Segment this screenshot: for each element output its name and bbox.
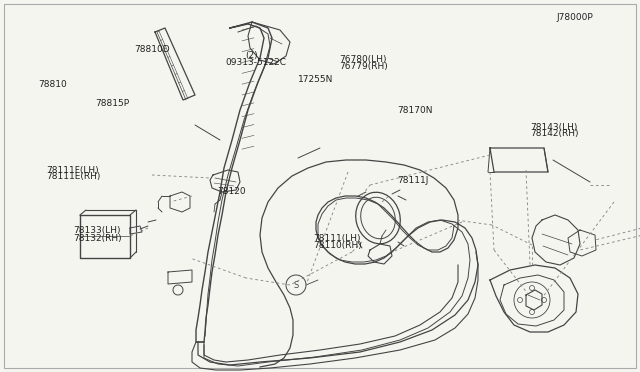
Text: 78170N: 78170N xyxy=(397,106,432,115)
Text: S: S xyxy=(293,280,299,289)
Text: 78120: 78120 xyxy=(218,187,246,196)
Text: 78810D: 78810D xyxy=(134,45,170,54)
Text: 78110(RH): 78110(RH) xyxy=(314,241,362,250)
Text: 78133(LH): 78133(LH) xyxy=(74,226,121,235)
Text: 17255N: 17255N xyxy=(298,76,333,84)
Text: 78815P: 78815P xyxy=(95,99,129,108)
Text: J78000P: J78000P xyxy=(557,13,593,22)
Text: 78111J: 78111J xyxy=(397,176,428,185)
Text: (2): (2) xyxy=(245,51,258,60)
Text: 78111E(RH): 78111E(RH) xyxy=(46,172,100,181)
Text: 09313-5122C: 09313-5122C xyxy=(225,58,286,67)
Text: 78111(LH): 78111(LH) xyxy=(314,234,361,243)
Text: 76779(RH): 76779(RH) xyxy=(339,62,388,71)
Text: 78111F(LH): 78111F(LH) xyxy=(46,166,99,174)
Text: 78142(RH): 78142(RH) xyxy=(530,129,579,138)
Text: 76780(LH): 76780(LH) xyxy=(339,55,387,64)
Text: 78143(LH): 78143(LH) xyxy=(530,123,577,132)
Text: 78810: 78810 xyxy=(38,80,67,89)
Text: 78132(RH): 78132(RH) xyxy=(74,234,122,243)
